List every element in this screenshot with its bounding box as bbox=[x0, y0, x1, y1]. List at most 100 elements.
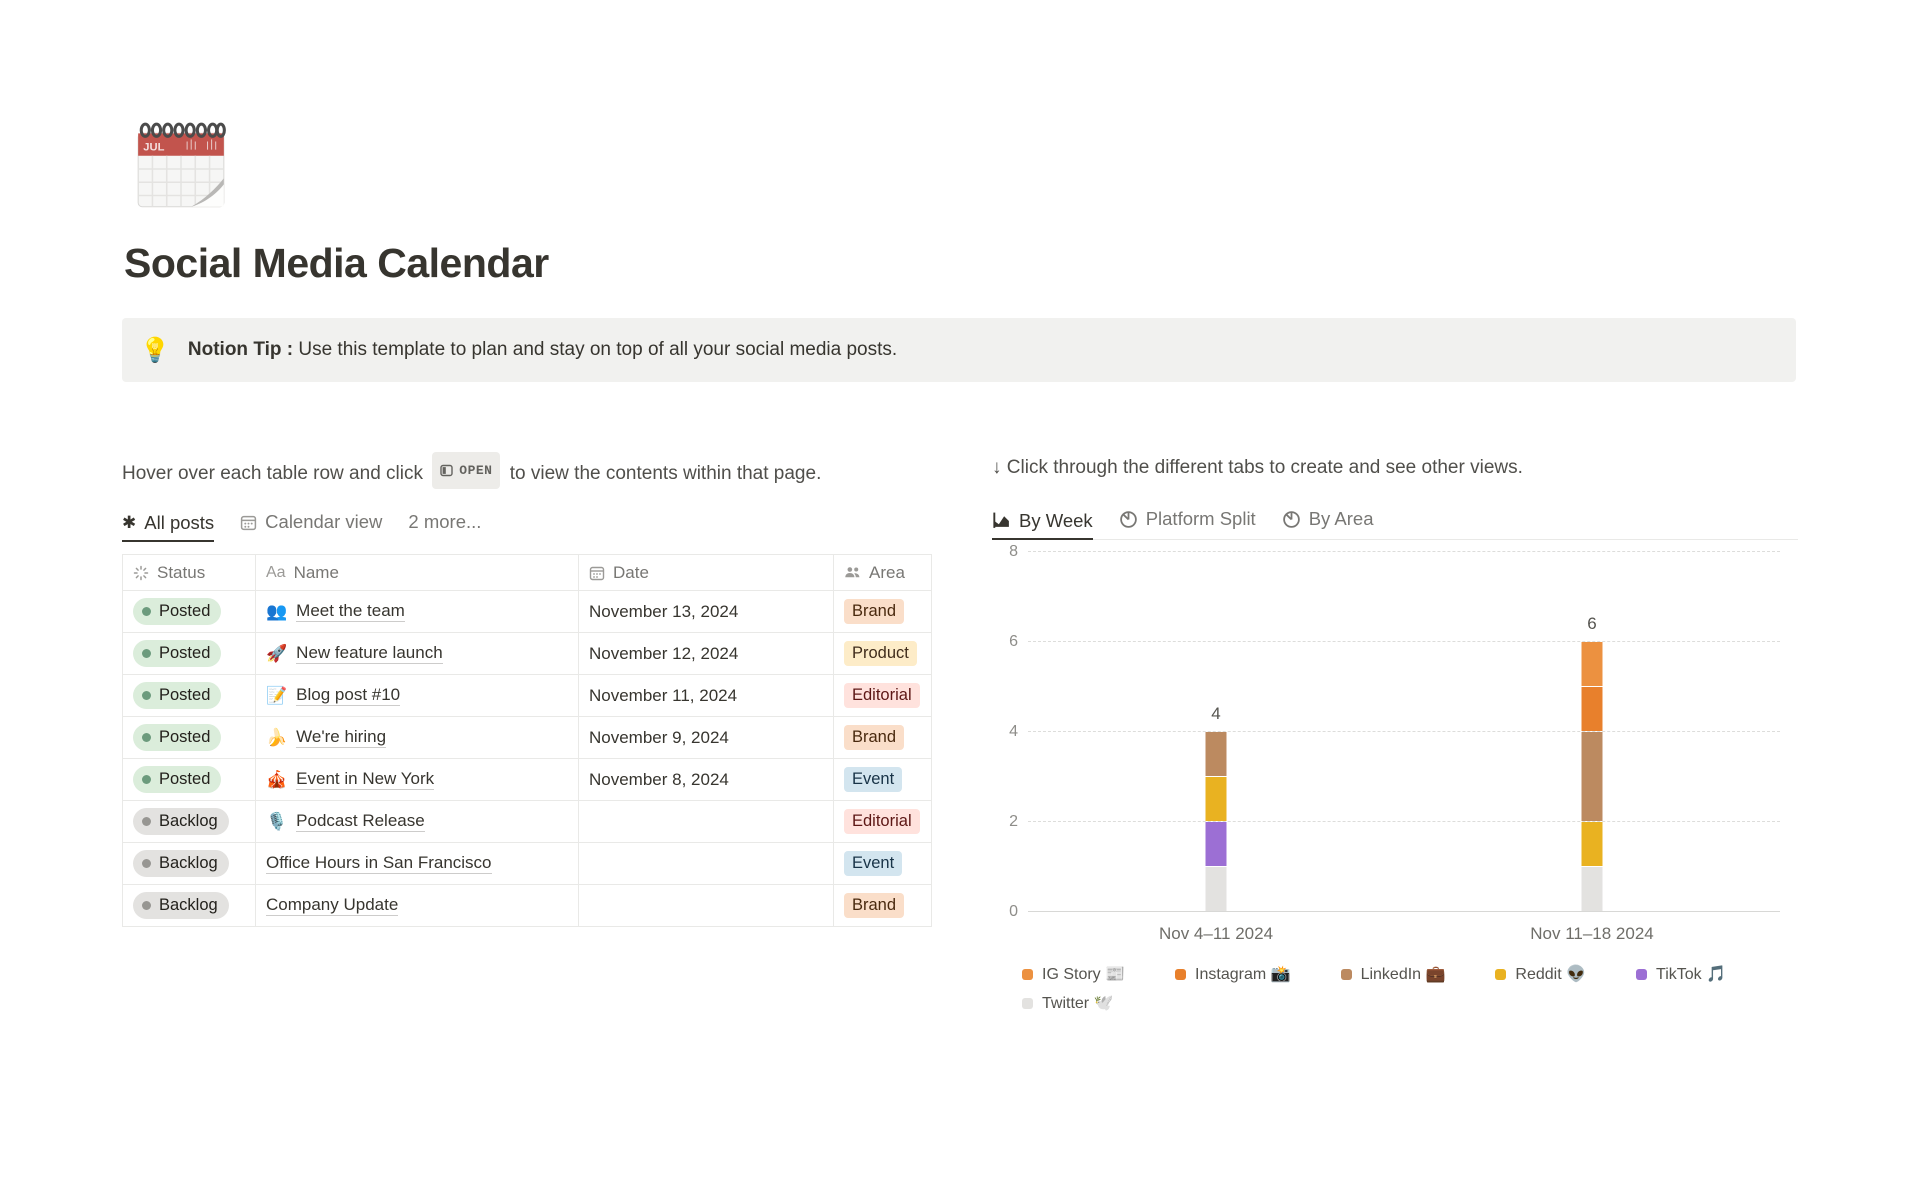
chart-view-tabs: By Week Platform Split By Area bbox=[992, 508, 1798, 540]
tab-label: 2 more... bbox=[408, 511, 482, 532]
page-link[interactable]: Event in New York bbox=[296, 769, 435, 790]
bar-segment-tiktok[interactable] bbox=[1205, 822, 1227, 866]
tab-more-views[interactable]: 2 more... bbox=[408, 511, 481, 542]
x-axis-baseline bbox=[1028, 911, 1780, 912]
area-tag: Brand bbox=[844, 725, 905, 750]
column-label: Status bbox=[157, 562, 206, 582]
status-label: Backlog bbox=[159, 812, 218, 830]
tab-platform-split[interactable]: Platform Split bbox=[1119, 508, 1256, 539]
pie-chart-icon bbox=[1119, 510, 1137, 528]
row-emoji-icon: 📝 bbox=[266, 685, 288, 705]
legend-item-twitter[interactable]: Twitter 🕊️ bbox=[1022, 993, 1113, 1013]
legend-item-ig-story[interactable]: IG Story 📰 bbox=[1022, 964, 1125, 984]
bar-segment-twitter[interactable] bbox=[1205, 867, 1227, 911]
table-row[interactable]: Posted 👥 Meet the team November 13, 2024 … bbox=[123, 591, 932, 633]
page-link[interactable]: Blog post #10 bbox=[296, 685, 401, 706]
status-cell: Backlog bbox=[123, 843, 256, 885]
bar-segment-reddit[interactable] bbox=[1205, 777, 1227, 821]
area-label: Editorial bbox=[852, 686, 912, 704]
status-dot bbox=[142, 775, 151, 784]
left-column: Hover over each table row and click OPEN… bbox=[122, 452, 934, 927]
gridline bbox=[1028, 731, 1780, 732]
page-link[interactable]: Office Hours in San Francisco bbox=[266, 853, 492, 874]
status-dot bbox=[142, 901, 151, 910]
status-badge: Backlog bbox=[133, 808, 229, 835]
status-label: Posted bbox=[159, 644, 211, 662]
status-label: Posted bbox=[159, 602, 211, 620]
notion-tip-callout: 💡 Notion Tip : Use this template to plan… bbox=[122, 318, 1796, 382]
status-cell: Posted bbox=[123, 591, 256, 633]
page-link[interactable]: Meet the team bbox=[296, 601, 405, 622]
name-cell: 📝 Blog post #10 bbox=[256, 675, 579, 717]
legend-item-tiktok[interactable]: TikTok 🎵 bbox=[1636, 964, 1726, 984]
bar-segment-ig-story[interactable] bbox=[1581, 642, 1603, 686]
status-badge: Posted bbox=[133, 598, 222, 625]
tab-by-area[interactable]: By Area bbox=[1282, 508, 1374, 539]
table-row[interactable]: Backlog 🎙️ Podcast Release Editorial bbox=[123, 801, 932, 843]
status-dot bbox=[142, 649, 151, 658]
table-row[interactable]: Posted 🍌 We're hiring November 9, 2024 Br… bbox=[123, 717, 932, 759]
status-dot bbox=[142, 859, 151, 868]
bar-segment-instagram[interactable] bbox=[1581, 687, 1603, 731]
page-link[interactable]: New feature launch bbox=[296, 643, 443, 664]
area-label: Event bbox=[852, 854, 895, 872]
status-dot bbox=[142, 607, 151, 616]
date-cell: November 8, 2024 bbox=[579, 759, 834, 801]
legend-item-reddit[interactable]: Reddit 👽 bbox=[1495, 964, 1586, 984]
legend-label: Reddit 👽 bbox=[1515, 966, 1587, 983]
row-emoji-icon: 🍌 bbox=[266, 727, 288, 747]
table-row[interactable]: Posted 📝 Blog post #10 November 11, 2024 … bbox=[123, 675, 932, 717]
status-cell: Posted bbox=[123, 717, 256, 759]
row-emoji-icon: 👥 bbox=[266, 601, 288, 621]
table-row[interactable]: Posted 🚀 New feature launch November 12, … bbox=[123, 633, 932, 675]
bar-chart-icon bbox=[993, 512, 1009, 528]
name-cell: 👥 Meet the team bbox=[256, 591, 579, 633]
area-tag: Event bbox=[844, 767, 903, 792]
legend-label: IG Story 📰 bbox=[1042, 966, 1126, 983]
column-header-name[interactable]: Aa Name bbox=[256, 555, 579, 591]
bar-total-label: 6 bbox=[1587, 614, 1597, 633]
tab-by-week[interactable]: By Week bbox=[992, 510, 1093, 540]
area-label: Brand bbox=[852, 728, 897, 746]
date-cell: November 9, 2024 bbox=[579, 717, 834, 759]
status-dot bbox=[142, 817, 151, 826]
area-cell: Brand bbox=[834, 717, 932, 759]
table-row[interactable]: Backlog Office Hours in San Francisco Ev… bbox=[123, 843, 932, 885]
area-label: Event bbox=[852, 770, 895, 788]
status-dot bbox=[142, 733, 151, 742]
people-icon bbox=[845, 567, 860, 578]
column-header-area[interactable]: Area bbox=[834, 555, 932, 591]
bar-segment-twitter[interactable] bbox=[1581, 867, 1603, 911]
area-cell: Event bbox=[834, 843, 932, 885]
page-link[interactable]: Company Update bbox=[266, 895, 399, 916]
side-peek-icon bbox=[440, 464, 453, 477]
page-link[interactable]: We're hiring bbox=[296, 727, 387, 748]
area-cell: Editorial bbox=[834, 801, 932, 843]
area-tag: Editorial bbox=[844, 809, 920, 834]
status-label: Backlog bbox=[159, 854, 218, 872]
column-header-status[interactable]: Status bbox=[123, 555, 256, 591]
column-header-date[interactable]: Date bbox=[579, 555, 834, 591]
legend-item-linkedin[interactable]: LinkedIn 💼 bbox=[1340, 964, 1445, 984]
name-cell: Office Hours in San Francisco bbox=[256, 843, 579, 885]
legend-item-instagram[interactable]: Instagram 📸 bbox=[1175, 964, 1291, 984]
legend-label: Instagram 📸 bbox=[1195, 966, 1291, 983]
page-icon-spiral-calendar[interactable]: JUL bbox=[130, 117, 232, 219]
tab-label: Calendar view bbox=[265, 511, 383, 532]
page-link[interactable]: Podcast Release bbox=[296, 811, 425, 832]
area-label: Brand bbox=[852, 602, 897, 620]
table-row[interactable]: Posted 🎪 Event in New York November 8, 20… bbox=[123, 759, 932, 801]
column-label: Name bbox=[293, 562, 339, 582]
status-badge: Posted bbox=[133, 724, 222, 751]
legend-swatch bbox=[1636, 968, 1648, 980]
callout-bold: Notion Tip : bbox=[187, 339, 294, 360]
bar-segment-reddit[interactable] bbox=[1581, 822, 1603, 866]
date-cell bbox=[579, 843, 834, 885]
bar-segment-linkedin[interactable] bbox=[1205, 732, 1227, 776]
tab-calendar-view[interactable]: Calendar view bbox=[240, 511, 382, 542]
table-row[interactable]: Backlog Company Update Brand bbox=[123, 885, 932, 927]
bar-segment-linkedin[interactable] bbox=[1581, 732, 1603, 821]
tab-all-posts[interactable]: ✱ All posts bbox=[122, 512, 215, 542]
name-cell: 🍌 We're hiring bbox=[256, 717, 579, 759]
